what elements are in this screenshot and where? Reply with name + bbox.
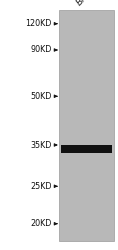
FancyBboxPatch shape <box>61 145 112 153</box>
Text: Brain: Brain <box>75 0 98 8</box>
Text: 50KD: 50KD <box>31 92 52 101</box>
Text: 35KD: 35KD <box>31 140 52 149</box>
Text: 20KD: 20KD <box>31 219 52 228</box>
FancyBboxPatch shape <box>59 10 114 241</box>
Text: 90KD: 90KD <box>31 46 52 54</box>
Text: 25KD: 25KD <box>30 182 52 191</box>
Text: 120KD: 120KD <box>25 19 52 28</box>
